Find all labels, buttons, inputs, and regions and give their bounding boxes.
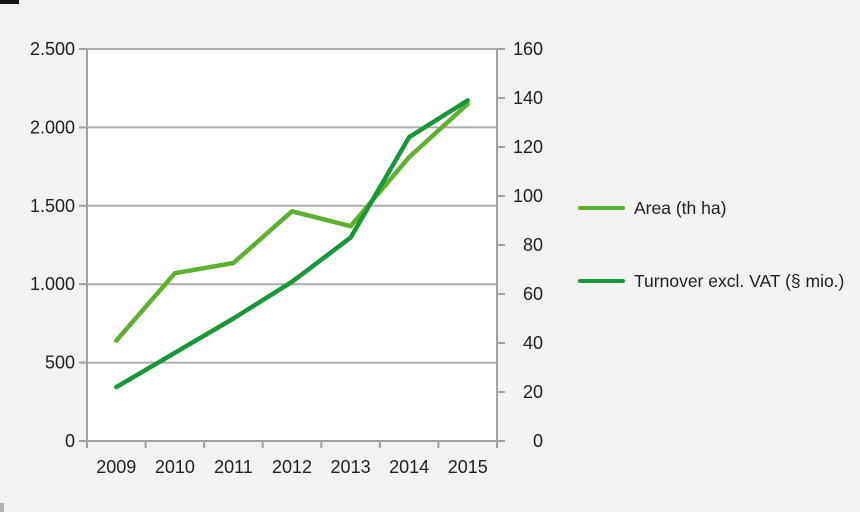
legend-label-area: Area (th ha) <box>634 198 727 218</box>
x-axis-tick-label: 2014 <box>389 457 429 477</box>
turnover-series-line <box>114 98 470 390</box>
right-axis-tick-label: 0 <box>533 431 543 451</box>
x-axis-tick-label: 2013 <box>331 457 371 477</box>
left-axis-tick-label: 1.000 <box>30 274 75 294</box>
left-axis-tick-label: 2.000 <box>30 117 75 137</box>
x-axis-tick-label: 2010 <box>155 457 195 477</box>
legend-item-turnover: Turnover excl. VAT (§ mio.) <box>578 270 848 292</box>
right-axis-tick-label: 80 <box>523 235 543 255</box>
left-axis-tick-label: 1.500 <box>30 196 75 216</box>
plot-area <box>87 49 497 441</box>
legend-item-area: Area (th ha) <box>578 197 848 219</box>
right-axis-tick-label: 40 <box>523 333 543 353</box>
right-axis-tick-label: 140 <box>513 88 543 108</box>
legend-label-turnover: Turnover excl. VAT (§ mio.) <box>634 271 845 291</box>
image-artifact-bottom-left <box>0 503 4 512</box>
right-axis-tick-label: 60 <box>523 284 543 304</box>
x-axis-tick-label: 2012 <box>272 457 312 477</box>
x-axis-tick-label: 2011 <box>214 457 253 477</box>
chart-legend: Area (th ha) Turnover excl. VAT (§ mio.) <box>578 197 848 343</box>
right-axis-tick-label: 120 <box>513 137 543 157</box>
area-series-line-icon <box>578 206 625 210</box>
left-axis-tick-label: 2.500 <box>30 39 75 59</box>
right-axis-tick-label: 20 <box>523 382 543 402</box>
area-series-line <box>114 101 470 343</box>
right-axis-tick-label: 100 <box>513 186 543 206</box>
left-axis-tick-label: 500 <box>45 353 75 373</box>
left-axis-tick-label: 0 <box>65 431 75 451</box>
image-artifact-top-left <box>0 0 19 4</box>
right-axis-tick-label: 160 <box>513 39 543 59</box>
x-axis-tick-label: 2009 <box>96 457 136 477</box>
turnover-series-line-icon <box>578 279 625 283</box>
x-axis-tick-label: 2015 <box>448 457 488 477</box>
